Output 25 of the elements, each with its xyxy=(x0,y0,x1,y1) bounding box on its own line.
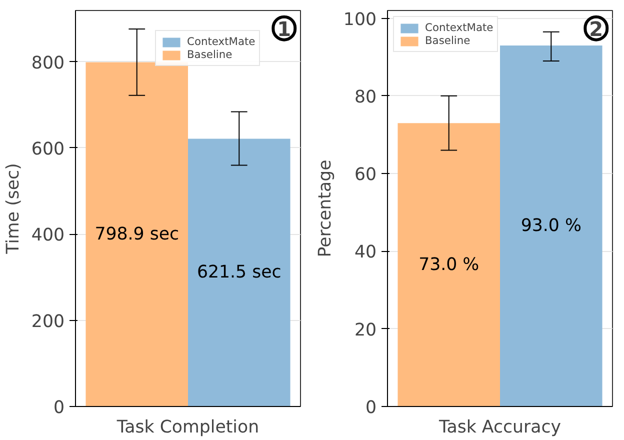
y-tick-label: 800 xyxy=(31,53,65,74)
y-tick-label: 60 xyxy=(354,165,377,186)
legend-label: Baseline xyxy=(425,34,470,47)
legend-label: Baseline xyxy=(187,48,232,61)
y-tick-label: 20 xyxy=(354,320,377,340)
y-tick-label: 400 xyxy=(31,226,65,246)
x-tick-label: Task Accuracy xyxy=(438,418,562,438)
y-axis-title: Percentage xyxy=(315,160,336,258)
legend-label: ContextMate xyxy=(187,35,256,48)
y-tick-label: 600 xyxy=(31,139,65,160)
annotation: 1 xyxy=(277,16,292,41)
y-axis-title: Time (sec) xyxy=(3,163,24,255)
y-tick-label: 200 xyxy=(31,312,65,332)
y-tick-label: 40 xyxy=(354,242,377,263)
x-tick-label: Task Completion xyxy=(116,418,260,438)
y-tick-label: 80 xyxy=(354,87,377,108)
y-tick-label: 0 xyxy=(365,398,377,418)
data-label: 798.9 sec xyxy=(94,224,180,244)
y-tick-label: 0 xyxy=(53,398,65,418)
data-label: 621.5 sec xyxy=(196,262,282,283)
data-label: 93.0 % xyxy=(520,216,582,236)
annotation: 2 xyxy=(589,16,604,41)
y-tick-label: 100 xyxy=(343,10,377,30)
data-label: 73.0 % xyxy=(418,254,480,275)
legend-label: ContextMate xyxy=(425,21,494,34)
